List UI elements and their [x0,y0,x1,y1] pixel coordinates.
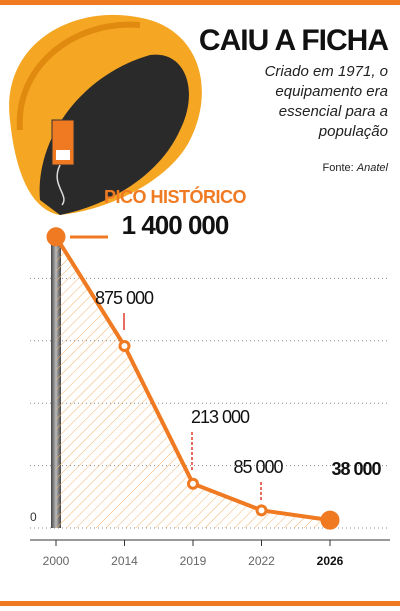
source-name: Anatel [356,162,388,174]
annotation: PICO HISTÓRICO [104,186,247,207]
x-tick-label: 2019 [180,554,207,568]
y-tick-label: 0 [30,510,37,524]
value-label: 213 000 [191,407,250,427]
value-label: 875 000 [95,288,154,308]
title: CAIU A FICHA [198,24,389,57]
phone-booth-illustration [9,14,202,216]
x-tick-label: 2026 [317,554,344,568]
value-label: 1 400 000 [122,210,229,240]
source: Fonte: Anatel [323,162,388,174]
point [187,477,199,490]
bottom-rule [0,601,400,606]
value-label: 38 000 [331,459,381,479]
point [255,504,268,517]
subtitle: Criado em 1971, o equipamento era essenc… [264,63,388,140]
point [320,510,340,530]
area [56,236,330,529]
point [118,340,131,352]
point [46,227,66,247]
value-label: 85 000 [233,457,283,477]
x-tick-label: 2022 [248,554,275,568]
x-tick-label: 2014 [111,554,138,568]
x-tick-label: 2000 [43,554,70,568]
source-label: Fonte: [322,162,354,174]
top-rule [0,0,400,5]
